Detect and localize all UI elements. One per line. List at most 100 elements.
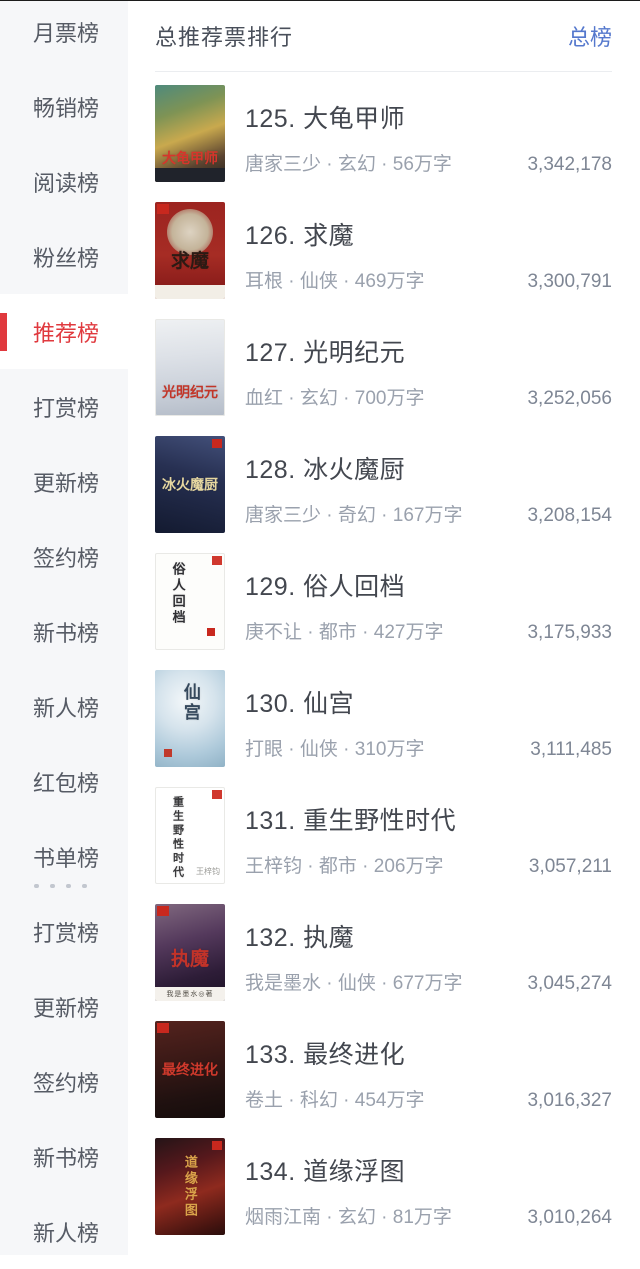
cover-title-art: 大龟甲师: [162, 150, 218, 167]
cover-badge-icon: [212, 439, 222, 448]
book-title[interactable]: 129. 俗人回档: [245, 573, 406, 601]
sidebar-item-更新榜-13[interactable]: 更新榜: [0, 969, 128, 1044]
book-info: 132. 执魔 我是墨水 · 仙侠 · 677万字 3,045,274: [245, 904, 612, 1008]
active-indicator: [0, 312, 7, 351]
cover-title-art: 俗人回档: [170, 562, 186, 626]
cover-band: [155, 168, 225, 182]
sidebar-item-打赏榜-5[interactable]: 打赏榜: [0, 369, 128, 444]
book-meta-row: 我是墨水 · 仙侠 · 677万字 3,045,274: [245, 968, 612, 995]
sidebar-item-新人榜-9[interactable]: 新人榜: [0, 669, 128, 744]
book-meta: 血红 · 玄幻 · 700万字: [245, 388, 425, 409]
book-cover[interactable]: 求魔: [155, 202, 225, 299]
cover-band: 我是墨水◎著: [155, 987, 225, 1001]
screenshot-top-border: [0, 0, 640, 1]
sidebar-item-畅销榜-1[interactable]: 畅销榜: [0, 69, 128, 144]
cover-seal-icon: [207, 628, 215, 636]
cover-emblem-art: [167, 209, 213, 255]
book-title[interactable]: 125. 大龟甲师: [245, 105, 406, 133]
book-cover[interactable]: 光明纪元: [155, 319, 225, 416]
book-meta: 庚不让 · 都市 · 427万字: [245, 622, 444, 643]
sidebar-list: 月票榜 畅销榜 阅读榜 粉丝榜 推荐榜 打赏榜 更新榜 签约榜 新书榜 新人榜 …: [0, 0, 128, 1269]
book-meta-row: 血红 · 玄幻 · 700万字 3,252,056: [245, 383, 612, 410]
book-row-131[interactable]: 重生野性时代 王梓钧 131. 重生野性时代 王梓钧 · 都市 · 206万字 …: [155, 774, 612, 891]
sidebar-item-label: 月票榜: [33, 20, 100, 46]
book-meta: 打眼 · 仙侠 · 310万字: [245, 739, 425, 760]
book-row-129[interactable]: 俗人回档 129. 俗人回档 庚不让 · 都市 · 427万字 3,175,93…: [155, 540, 612, 657]
book-list: 大龟甲师 125. 大龟甲师 唐家三少 · 玄幻 · 56万字 3,342,17…: [155, 72, 612, 1242]
sidebar-item-label: 书单榜: [33, 845, 100, 871]
sidebar-item-label: 新书榜: [33, 1145, 100, 1171]
book-cover[interactable]: 冰火魔厨: [155, 436, 225, 533]
book-title[interactable]: 130. 仙宫: [245, 690, 355, 718]
cover-author-art: 王梓钧: [196, 867, 220, 876]
cover-title-art: 冰火魔厨: [162, 476, 218, 493]
book-row-132[interactable]: 执魔 我是墨水◎著 132. 执魔 我是墨水 · 仙侠 · 677万字 3,04…: [155, 891, 612, 1008]
sidebar-item-label: 阅读榜: [33, 170, 100, 196]
book-cover[interactable]: 大龟甲师: [155, 85, 225, 182]
book-cover[interactable]: 仙宫: [155, 670, 225, 767]
cover-title-art: 执魔: [170, 949, 210, 971]
cover-title-art: 道缘浮图: [182, 1154, 198, 1219]
book-row-130[interactable]: 仙宫 130. 仙宫 打眼 · 仙侠 · 310万字 3,111,485: [155, 657, 612, 774]
book-cover[interactable]: 最终进化: [155, 1021, 225, 1118]
sidebar-item-label: 新书榜: [33, 620, 100, 646]
book-row-128[interactable]: 冰火魔厨 128. 冰火魔厨 唐家三少 · 奇幻 · 167万字 3,208,1…: [155, 423, 612, 540]
sidebar-item-阅读榜-2[interactable]: 阅读榜: [0, 144, 128, 219]
sidebar-item-推荐榜-4[interactable]: 推荐榜: [0, 294, 128, 369]
sidebar-item-签约榜-14[interactable]: 签约榜: [0, 1044, 128, 1119]
book-info: 130. 仙宫 打眼 · 仙侠 · 310万字 3,111,485: [245, 670, 612, 774]
book-meta-row: 唐家三少 · 奇幻 · 167万字 3,208,154: [245, 500, 612, 527]
cover-title-art: 仙宫: [180, 682, 200, 723]
sidebar-item-月票榜-0[interactable]: 月票榜: [0, 0, 128, 69]
cover-seal-icon: [164, 749, 172, 757]
book-cover[interactable]: 道缘浮图: [155, 1138, 225, 1235]
sidebar-item-label: 更新榜: [33, 995, 100, 1021]
book-row-133[interactable]: 最终进化 133. 最终进化 卷土 · 科幻 · 454万字 3,016,327: [155, 1008, 612, 1125]
sidebar-item-label: 签约榜: [33, 545, 100, 571]
book-meta: 王梓钧 · 都市 · 206万字: [245, 856, 444, 877]
total-rank-link[interactable]: 总榜: [567, 24, 612, 50]
book-meta-row: 打眼 · 仙侠 · 310万字 3,111,485: [245, 734, 612, 761]
book-info: 127. 光明纪元 血红 · 玄幻 · 700万字 3,252,056: [245, 319, 612, 423]
book-row-126[interactable]: 求魔 126. 求魔 耳根 · 仙侠 · 469万字 3,300,791: [155, 189, 612, 306]
book-info: 125. 大龟甲师 唐家三少 · 玄幻 · 56万字 3,342,178: [245, 85, 612, 189]
sidebar-item-新书榜-15[interactable]: 新书榜: [0, 1119, 128, 1194]
book-meta: 烟雨江南 · 玄幻 · 81万字: [245, 1207, 452, 1228]
book-meta-row: 耳根 · 仙侠 · 469万字 3,300,791: [245, 266, 612, 293]
book-votes: 3,016,327: [527, 1090, 612, 1111]
cover-badge-icon: [157, 204, 169, 214]
book-cover[interactable]: 执魔 我是墨水◎著: [155, 904, 225, 1001]
book-title[interactable]: 132. 执魔: [245, 924, 355, 952]
cover-band: [155, 285, 225, 299]
book-cover[interactable]: 俗人回档: [155, 553, 225, 650]
book-title[interactable]: 133. 最终进化: [245, 1041, 406, 1069]
book-votes: 3,342,178: [527, 154, 612, 175]
sidebar-item-打赏榜-12[interactable]: 打赏榜: [0, 894, 128, 969]
sidebar-item-更新榜-6[interactable]: 更新榜: [0, 444, 128, 519]
book-title[interactable]: 127. 光明纪元: [245, 339, 406, 367]
book-title[interactable]: 134. 道缘浮图: [245, 1158, 406, 1186]
book-meta: 唐家三少 · 玄幻 · 56万字: [245, 154, 452, 175]
sidebar-item-label: 更新榜: [33, 470, 100, 496]
book-title[interactable]: 126. 求魔: [245, 222, 355, 250]
sidebar-item-label: 红包榜: [33, 770, 100, 796]
sidebar-item-新书榜-8[interactable]: 新书榜: [0, 594, 128, 669]
book-title[interactable]: 131. 重生野性时代: [245, 807, 457, 835]
book-info: 126. 求魔 耳根 · 仙侠 · 469万字 3,300,791: [245, 202, 612, 306]
sidebar-item-新人榜-16[interactable]: 新人榜: [0, 1194, 128, 1269]
sidebar-item-书单榜-11[interactable]: 书单榜: [0, 819, 128, 894]
book-meta: 卷土 · 科幻 · 454万字: [245, 1090, 425, 1111]
book-title[interactable]: 128. 冰火魔厨: [245, 456, 406, 484]
book-row-134[interactable]: 道缘浮图 134. 道缘浮图 烟雨江南 · 玄幻 · 81万字 3,010,26…: [155, 1125, 612, 1242]
sidebar-item-粉丝榜-3[interactable]: 粉丝榜: [0, 219, 128, 294]
ranking-main: 总推荐票排行 总榜 大龟甲师 125. 大龟甲师 唐家三少 · 玄幻 · 56万…: [128, 0, 640, 1255]
sidebar-item-label: 畅销榜: [33, 95, 100, 121]
book-row-127[interactable]: 光明纪元 127. 光明纪元 血红 · 玄幻 · 700万字 3,252,056: [155, 306, 612, 423]
book-votes: 3,057,211: [528, 856, 612, 877]
book-cover[interactable]: 重生野性时代 王梓钧: [155, 787, 225, 884]
book-row-125[interactable]: 大龟甲师 125. 大龟甲师 唐家三少 · 玄幻 · 56万字 3,342,17…: [155, 72, 612, 189]
sidebar-item-label: 打赏榜: [33, 920, 100, 946]
sidebar-item-签约榜-7[interactable]: 签约榜: [0, 519, 128, 594]
book-meta: 耳根 · 仙侠 · 469万字: [245, 271, 425, 292]
sidebar-item-红包榜-10[interactable]: 红包榜: [0, 744, 128, 819]
